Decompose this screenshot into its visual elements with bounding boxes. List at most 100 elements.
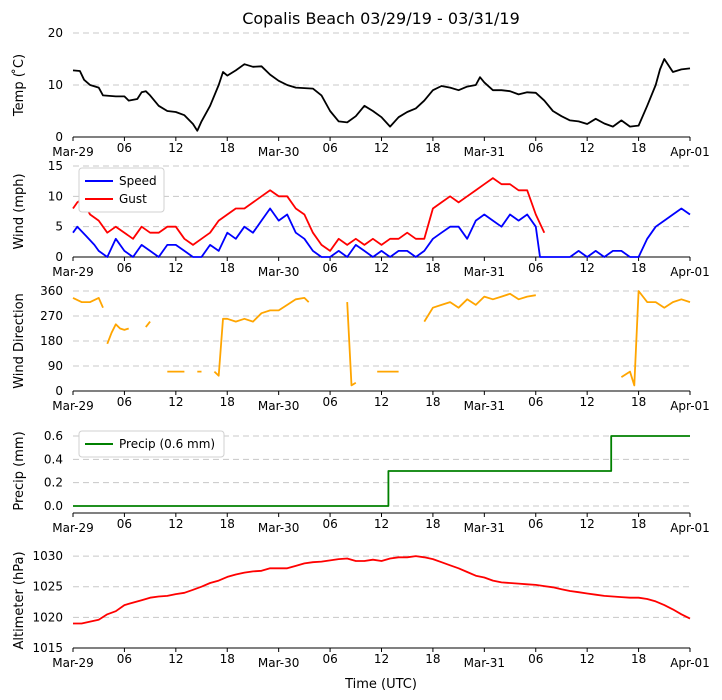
x-tick-label: 12: [374, 517, 389, 531]
y-tick-label: 270: [40, 309, 63, 323]
x-tick-label: 06: [528, 517, 543, 531]
y-tick-label: 0.4: [44, 452, 63, 466]
x-tick-label: 18: [425, 517, 440, 531]
legend-entry: Speed: [119, 174, 157, 188]
y-tick-label: 0: [55, 130, 63, 144]
y-axis-label: Precip (mm): [12, 431, 27, 510]
y-tick-label: 0: [55, 384, 63, 398]
x-tick-label: 06: [528, 261, 543, 275]
legend-entry: Gust: [119, 192, 147, 206]
x-tick-label: 18: [425, 261, 440, 275]
x-tick-label: Mar-31: [464, 399, 505, 413]
panel-4: Mar-29 06 12 18 Mar-30 06 12 18 Mar-31 06 12 18 Apr-…: [12, 429, 710, 535]
x-tick-label: 12: [374, 652, 389, 666]
x-tick-label: Mar-31: [464, 521, 505, 535]
y-tick-label: 1020: [32, 610, 63, 624]
x-tick-label: 06: [528, 395, 543, 409]
x-tick-label: Mar-31: [464, 145, 505, 159]
y-axis-label: Wind Direction: [12, 293, 27, 389]
x-axis-label: Time (UTC): [344, 677, 417, 692]
panel-2: Mar-29 06 12 18 Mar-30 06 12 18 Mar-31 06 12 18 Apr-…: [12, 159, 710, 279]
chart-title: Copalis Beach 03/29/19 - 03/31/19: [242, 9, 520, 28]
legend-box: [78, 430, 225, 458]
x-tick-label: 12: [580, 395, 595, 409]
y-axis-label: Wind (mph): [12, 173, 27, 249]
x-tick-label: 06: [117, 141, 132, 155]
y-tick-label: 1015: [32, 641, 63, 655]
x-tick-label: 12: [168, 652, 183, 666]
series-line-1: [73, 555, 691, 625]
y-tick-label: 90: [48, 359, 63, 373]
x-tick-label: 18: [220, 395, 235, 409]
legend: Precip (0.6 mm): [78, 430, 225, 458]
x-tick-label: Mar-30: [258, 145, 299, 159]
y-tick-label: 10: [48, 78, 63, 92]
x-tick-label: Mar-29: [52, 521, 93, 535]
x-tick-label: 12: [580, 261, 595, 275]
y-tick-label: 10: [48, 189, 63, 203]
x-tick-label: 18: [220, 652, 235, 666]
y-tick-label: 180: [40, 334, 63, 348]
x-tick-label: Mar-29: [52, 399, 93, 413]
x-tick-label: 06: [117, 395, 132, 409]
x-tick-label: 06: [322, 141, 337, 155]
x-tick-label: Mar-31: [464, 265, 505, 279]
x-tick-label: 18: [631, 141, 646, 155]
x-tick-label: 12: [580, 652, 595, 666]
x-tick-label: 06: [117, 261, 132, 275]
x-tick-label: 06: [528, 141, 543, 155]
series-line-precip-0-6-mm: [73, 435, 690, 507]
y-tick-label: 0: [55, 250, 63, 264]
x-tick-label: Apr-01: [670, 521, 710, 535]
series-line-1: [72, 58, 691, 132]
series-line-speed: [72, 207, 691, 258]
y-tick-label: 0.2: [44, 476, 63, 490]
legend-box: [78, 167, 165, 213]
legend: Speed Gust: [78, 167, 165, 213]
x-tick-label: Apr-01: [670, 265, 710, 279]
x-tick-label: Apr-01: [670, 145, 710, 159]
x-tick-label: 18: [631, 517, 646, 531]
y-axis-label: Altimeter (hPa): [12, 551, 27, 649]
x-tick-label: 18: [631, 395, 646, 409]
y-tick-label: 0.6: [44, 429, 63, 443]
x-tick-label: 06: [322, 652, 337, 666]
x-tick-label: Mar-30: [258, 656, 299, 670]
x-tick-label: Apr-01: [670, 656, 710, 670]
x-tick-label: 12: [168, 261, 183, 275]
x-tick-label: 12: [168, 517, 183, 531]
x-tick-label: 06: [528, 652, 543, 666]
x-tick-label: 18: [631, 652, 646, 666]
panels: Mar-29 06 12 18 Mar-30 06 12 18 Mar-31 06 12 18 Apr-…: [11, 26, 710, 670]
y-tick-label: 15: [48, 159, 63, 173]
x-tick-label: 06: [322, 261, 337, 275]
x-tick-label: 18: [425, 141, 440, 155]
x-tick-label: 12: [580, 141, 595, 155]
x-tick-label: 18: [220, 261, 235, 275]
x-tick-label: 12: [374, 261, 389, 275]
x-tick-label: 18: [425, 652, 440, 666]
x-tick-label: Mar-29: [52, 656, 93, 670]
series-line-gust: [72, 177, 546, 252]
panel-3: Mar-29 06 12 18 Mar-30 06 12 18 Mar-31 06 12 18 Apr-…: [12, 284, 710, 413]
x-tick-label: Mar-30: [258, 265, 299, 279]
x-tick-label: 06: [117, 652, 132, 666]
x-tick-label: Mar-29: [52, 145, 93, 159]
y-axis-label: Temp ( ̊C): [11, 54, 27, 117]
panel-5: Mar-29 06 12 18 Mar-30 06 12 18 Mar-31 06 12 18 Apr-…: [12, 549, 710, 670]
y-tick-label: 1025: [32, 580, 63, 594]
x-tick-label: 18: [631, 261, 646, 275]
legend-entry: Precip (0.6 mm): [119, 437, 215, 451]
y-tick-label: 0.0: [44, 499, 63, 513]
y-tick-label: 360: [40, 284, 63, 298]
y-tick-label: 20: [48, 26, 63, 40]
x-tick-label: 18: [220, 517, 235, 531]
x-tick-label: Mar-30: [258, 399, 299, 413]
x-tick-label: Mar-30: [258, 521, 299, 535]
x-tick-label: 06: [322, 395, 337, 409]
x-tick-label: 18: [220, 141, 235, 155]
y-tick-label: 5: [55, 220, 63, 234]
x-tick-label: 06: [322, 517, 337, 531]
x-tick-label: 12: [168, 141, 183, 155]
